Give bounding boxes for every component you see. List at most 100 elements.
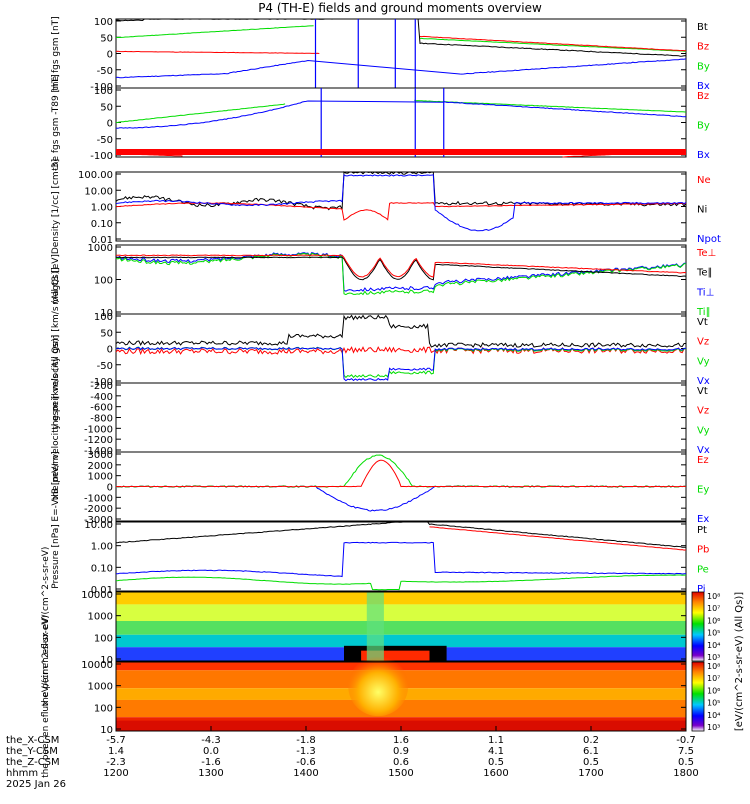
colorbar-tick: 10⁷ xyxy=(707,604,720,613)
y-axis-label: the fgs gsm -T89 [nT] xyxy=(51,74,61,171)
series-line xyxy=(115,454,687,488)
series-line xyxy=(115,485,687,512)
heatmap-band xyxy=(116,662,686,671)
series-line xyxy=(115,254,687,278)
series-line xyxy=(115,541,687,578)
date-label: 2025 Jan 26 xyxy=(6,779,66,790)
y-tick-label: 0.01 xyxy=(91,585,113,596)
y-tick-label: -3000 xyxy=(84,515,113,526)
y-tick-label: -50 xyxy=(97,361,113,372)
x-tick-label: 7.5 xyxy=(678,746,694,757)
x-tick-label: 4.1 xyxy=(488,746,504,757)
x-row-label: the_X-CSM xyxy=(6,735,59,746)
colorbar-tick: 10⁶ xyxy=(707,616,720,625)
legend-Bt: Bt xyxy=(697,22,708,33)
panel-density: 100.00 10.00 1.00 0.10 0.01 Density [1/cc] [c… xyxy=(51,159,721,254)
y-tick-label: 100 xyxy=(94,312,113,323)
legend-Ex: Ex xyxy=(697,514,709,525)
y-tick-label: 10000 xyxy=(81,590,113,601)
panel-peer_eflux: 10⁸ 10⁷ 10⁶ 10⁵ 10⁴ 10³ 10000 1000 100 10 the peer… xyxy=(41,615,720,778)
figure-title: P4 (TH-E) fields and ground moments over… xyxy=(258,1,542,15)
y-tick-label: 100 xyxy=(94,86,113,97)
x-tick-label: 0.9 xyxy=(393,746,409,757)
series-line xyxy=(115,252,687,292)
series-line xyxy=(429,526,687,551)
heatmap-low-band xyxy=(116,720,686,731)
y-tick-label: 0 xyxy=(107,50,113,61)
x-tick-label: -1.3 xyxy=(296,746,316,757)
x-tick-label: -2.3 xyxy=(106,757,126,768)
heatmap-core xyxy=(348,656,409,717)
y-axis-label: the peer velocity gsm [km/s (All Qs)] xyxy=(51,335,61,500)
colorbar-tick: 10³ xyxy=(707,723,720,732)
x-tick-label: -0.7 xyxy=(676,735,696,746)
y-tick-label: -400 xyxy=(90,392,113,403)
series-line xyxy=(115,314,686,348)
panel-peir_eflux: 10⁸ 10⁷ 10⁶ 10⁵ 10⁴ 10³ 10000 1000 100 10 the peir… xyxy=(41,547,720,707)
y-tick-label: -2000 xyxy=(84,504,113,515)
x-row-label: the_Z-CSM xyxy=(6,757,60,768)
x-tick-label: 6.1 xyxy=(583,746,599,757)
series-line xyxy=(115,521,686,548)
x-tick-label: -0.6 xyxy=(296,757,316,768)
heatmap-band xyxy=(116,604,686,621)
legend-Pe: Pe xyxy=(697,564,709,575)
x-tick-label: 0.6 xyxy=(393,757,409,768)
y-tick-label: 2000 xyxy=(88,461,113,472)
y-tick-label: -1200 xyxy=(84,435,113,446)
series-line xyxy=(115,35,687,54)
y-tick-label: 100.00 xyxy=(78,170,113,181)
heatmap-column xyxy=(366,592,384,661)
x-tick-label: 1500 xyxy=(388,768,413,779)
y-tick-label: -100 xyxy=(90,377,113,388)
legend-Ez: Ez xyxy=(697,455,709,466)
colorbar-tick: 10⁸ xyxy=(707,662,720,671)
legend-Npot: Npot xyxy=(697,234,721,245)
y-axis-label: the fgs gsm [nT] xyxy=(51,16,61,90)
legend-Bz: Bz xyxy=(697,91,709,102)
y-tick-label: 50 xyxy=(100,33,113,44)
colorbar-tick: 10⁵ xyxy=(707,629,720,638)
series-line xyxy=(115,100,687,129)
y-tick-label: -200 xyxy=(90,381,113,392)
legend-Vz: Vz xyxy=(697,406,709,417)
y-tick-label: 1000 xyxy=(88,472,113,483)
legend-Ne: Ne xyxy=(697,175,711,186)
legend-Te⊥: Te⊥ xyxy=(696,248,716,259)
y-tick-label: -50 xyxy=(97,66,113,77)
series-line xyxy=(115,346,686,382)
y-tick-label: -1000 xyxy=(84,424,113,435)
legend-Ey: Ey xyxy=(697,485,709,496)
x-tick-label: 1200 xyxy=(103,768,128,779)
legend-Bx: Bx xyxy=(697,81,710,92)
legend-By: By xyxy=(697,61,710,72)
y-tick-label: 10 xyxy=(100,725,113,736)
x-tick-label: 1300 xyxy=(198,768,223,779)
x-tick-label: 0.5 xyxy=(678,757,694,768)
series-line xyxy=(115,459,686,488)
series-line xyxy=(115,174,687,232)
y-tick-label: 100 xyxy=(94,703,113,714)
legend-Ni: Ni xyxy=(697,205,707,216)
panel-pressure: 10.00 1.00 0.10 0.01 Pressure [nPa] Pt Pb Pe Pi xyxy=(51,520,709,596)
legend-Vy: Vy xyxy=(697,425,710,436)
y-tick-label: 1.00 xyxy=(91,542,113,553)
y-tick-label: 0 xyxy=(107,345,113,356)
x-row-label: hhmm xyxy=(6,768,38,779)
y-tick-label: 10 xyxy=(100,308,113,319)
series-line xyxy=(115,256,687,281)
legend-Bz: Bz xyxy=(697,42,709,53)
x-row-label: the_Y-CSM xyxy=(6,746,58,757)
y-tick-label: -50 xyxy=(97,135,113,146)
x-tick-label: 0.0 xyxy=(203,746,219,757)
y-tick-label: 0.10 xyxy=(91,219,113,230)
legend-Ti⊥: Ti⊥ xyxy=(696,287,714,298)
panel-frame xyxy=(115,521,687,592)
y-axis-label: the peir en eflux eV/(cm^2-s-sr-eV) xyxy=(41,547,51,707)
y-tick-label: -600 xyxy=(90,403,113,414)
x-tick-label: 1.6 xyxy=(393,735,409,746)
x-tick-label: 1700 xyxy=(578,768,603,779)
legend-Te∥: Te∥ xyxy=(696,268,713,279)
colorbar-tick: 10⁷ xyxy=(707,674,720,683)
